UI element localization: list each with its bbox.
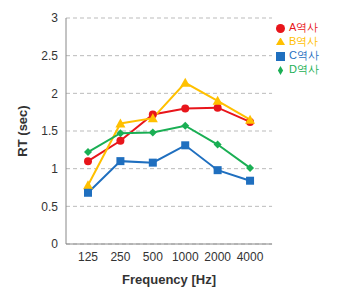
svg-text:Frequency [Hz]: Frequency [Hz] — [122, 272, 216, 287]
svg-text:2000: 2000 — [204, 250, 231, 264]
svg-text:125: 125 — [78, 250, 98, 264]
html-text:D역사: D역사 — [289, 63, 319, 75]
html-text:C역사: C역사 — [289, 49, 319, 61]
svg-text:0: 0 — [51, 237, 58, 251]
svg-text:3: 3 — [51, 11, 58, 25]
html-text:B역사: B역사 — [289, 35, 319, 47]
html-text:A역사: A역사 — [289, 21, 319, 33]
svg-text:2.5: 2.5 — [41, 49, 58, 63]
svg-text:1: 1 — [51, 162, 58, 176]
svg-text:4000: 4000 — [237, 250, 264, 264]
svg-text:2: 2 — [51, 87, 58, 101]
svg-text:RT (sec): RT (sec) — [15, 105, 30, 156]
svg-text:1.5: 1.5 — [41, 124, 58, 138]
svg-text:500: 500 — [143, 250, 163, 264]
svg-text:1000: 1000 — [172, 250, 199, 264]
svg-text:0.5: 0.5 — [41, 200, 58, 214]
svg-text:250: 250 — [110, 250, 130, 264]
